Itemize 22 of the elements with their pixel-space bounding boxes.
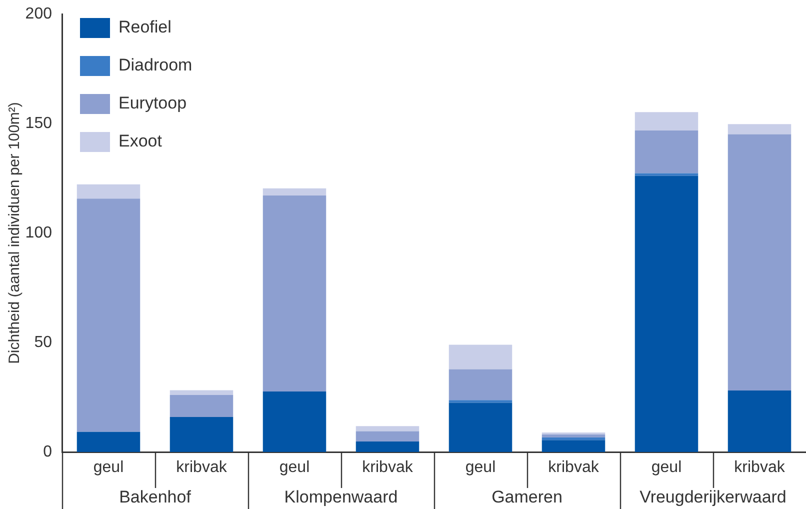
x-tick-label: geul	[465, 459, 496, 476]
x-tick-label: kribvak	[362, 459, 414, 476]
y-tick-label: 0	[43, 443, 52, 460]
x-tick-label: geul	[279, 459, 310, 476]
x-tick-label: geul	[651, 459, 682, 476]
x-tick-label: kribvak	[176, 459, 228, 476]
x-tick-label: geul	[93, 459, 124, 476]
y-axis-title: Dichtheid (aantal individuen per 100m²)	[6, 102, 24, 364]
y-tick-label: 150	[25, 114, 52, 132]
x-tick-label: kribvak	[734, 459, 786, 476]
y-tick-label: 100	[25, 224, 52, 242]
text: Bakenhof	[119, 488, 192, 507]
text: Vreugderijkerwaard	[640, 488, 786, 507]
y-tick-label: 50	[34, 334, 52, 351]
legend-label: Diadroom	[118, 56, 192, 75]
x-tick-label: kribvak	[548, 459, 600, 476]
y-tick-label: 200	[25, 5, 52, 22]
legend-label: Eurytoop	[118, 94, 187, 113]
text: Klompenwaard	[284, 488, 398, 507]
legend-label: Reofiel	[118, 18, 172, 37]
text: Gameren	[492, 488, 562, 507]
legend-label: Exoot	[118, 132, 162, 151]
